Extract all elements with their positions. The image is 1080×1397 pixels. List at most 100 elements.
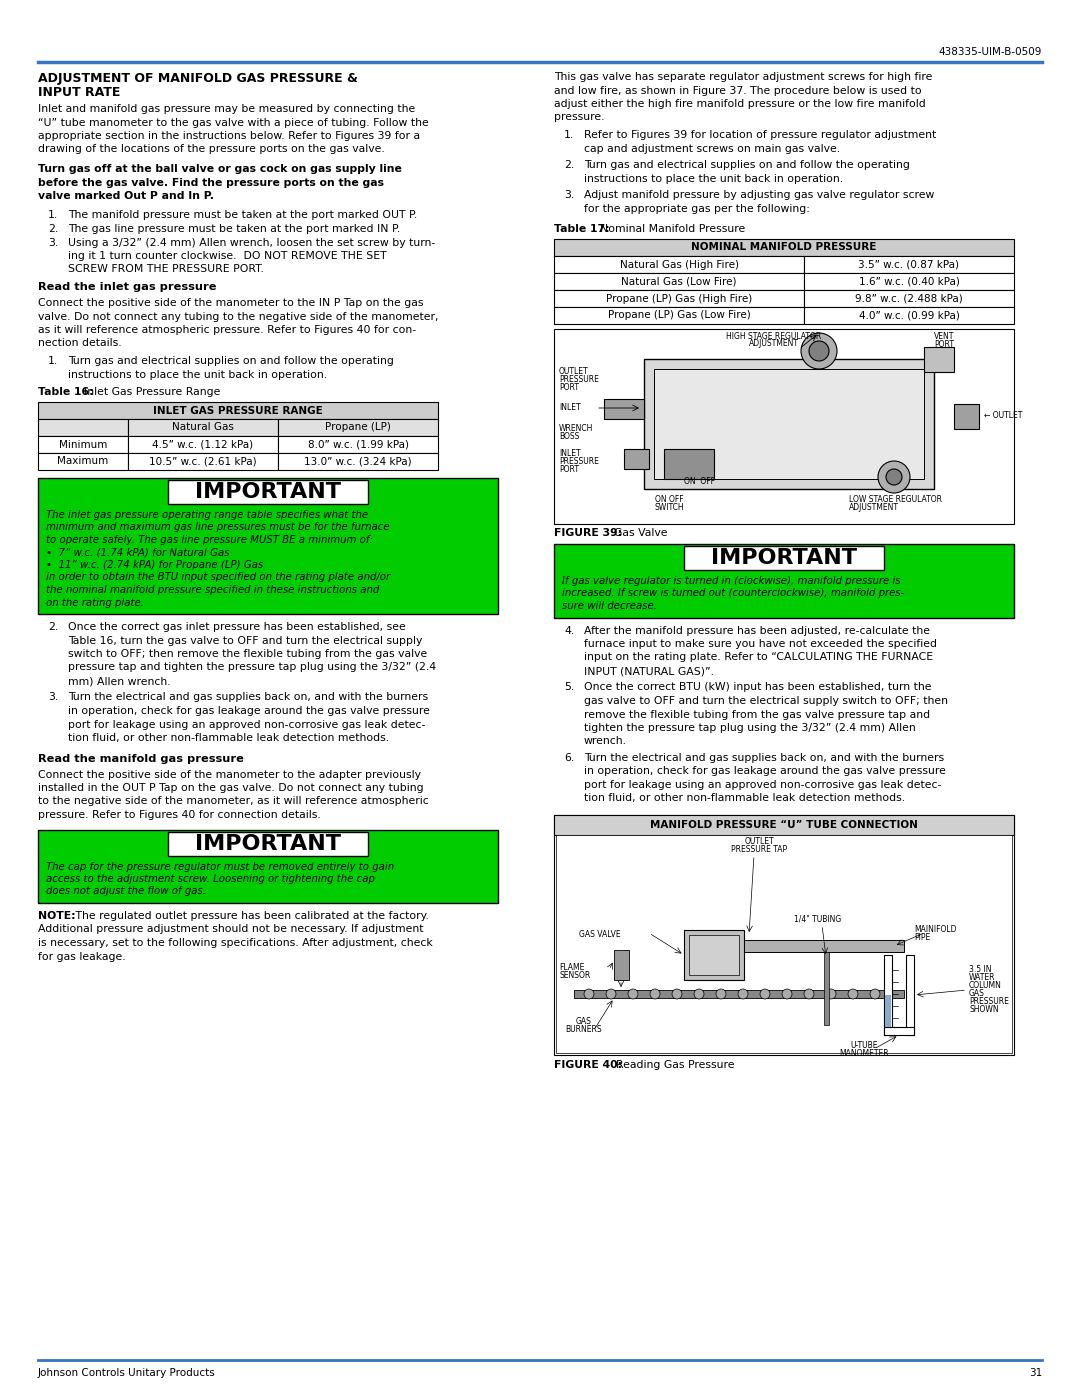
- Bar: [554, 543, 1014, 617]
- Text: IMPORTANT: IMPORTANT: [195, 482, 341, 502]
- Text: MANOMETER: MANOMETER: [839, 1049, 889, 1058]
- Text: 2.: 2.: [48, 622, 58, 631]
- Text: HIGH STAGE REGULATOR: HIGH STAGE REGULATOR: [727, 332, 822, 341]
- Circle shape: [738, 989, 748, 999]
- Text: is necessary, set to the following specifications. After adjustment, check: is necessary, set to the following speci…: [38, 937, 433, 949]
- Text: GAS VALVE: GAS VALVE: [579, 930, 621, 939]
- Text: increased. If screw is turned out (counterclockwise), manifold pres-: increased. If screw is turned out (count…: [562, 588, 904, 598]
- Text: remove the flexible tubing from the gas valve pressure tap and: remove the flexible tubing from the gas …: [584, 710, 930, 719]
- Text: This gas valve has separate regulator adjustment screws for high fire: This gas valve has separate regulator ad…: [554, 73, 932, 82]
- Bar: [644, 359, 934, 489]
- Text: Once the correct gas inlet pressure has been established, see: Once the correct gas inlet pressure has …: [68, 622, 406, 631]
- Text: in operation, check for gas leakage around the gas valve pressure: in operation, check for gas leakage arou…: [68, 705, 430, 717]
- Text: tighten the pressure tap plug using the 3/32” (2.4 mm) Allen: tighten the pressure tap plug using the …: [584, 724, 916, 733]
- Bar: [689, 935, 739, 975]
- Text: SCREW FROM THE PRESSURE PORT.: SCREW FROM THE PRESSURE PORT.: [68, 264, 264, 274]
- Text: furnace input to make sure you have not exceeded the specified: furnace input to make sure you have not …: [584, 638, 937, 650]
- Text: PORT: PORT: [559, 465, 579, 474]
- Bar: [744, 940, 904, 951]
- Text: Connect the positive side of the manometer to the adapter previously: Connect the positive side of the manomet…: [38, 770, 421, 780]
- Text: and low fire, as shown in Figure 37. The procedure below is used to: and low fire, as shown in Figure 37. The…: [554, 85, 921, 95]
- Text: The gas line pressure must be taken at the port marked IN P.: The gas line pressure must be taken at t…: [68, 224, 401, 235]
- Text: ON OFF: ON OFF: [654, 495, 684, 504]
- Circle shape: [870, 989, 880, 999]
- Text: installed in the OUT P Tap on the gas valve. Do not connect any tubing: installed in the OUT P Tap on the gas va…: [38, 782, 423, 793]
- Circle shape: [801, 332, 837, 369]
- Bar: [168, 481, 368, 504]
- Text: •  11” w.c. (2.74 kPA) for Propane (LP) Gas: • 11” w.c. (2.74 kPA) for Propane (LP) G…: [46, 560, 264, 570]
- Bar: [573, 990, 904, 997]
- Text: 9.8” w.c. (2.488 kPa): 9.8” w.c. (2.488 kPa): [855, 293, 963, 303]
- Text: OUTLET: OUTLET: [559, 367, 589, 376]
- Text: 3.: 3.: [48, 237, 58, 247]
- Circle shape: [672, 989, 681, 999]
- Text: SWITCH: SWITCH: [654, 503, 684, 511]
- Text: The cap for the pressure regulator must be removed entirely to gain: The cap for the pressure regulator must …: [46, 862, 394, 872]
- Bar: [129, 419, 278, 436]
- Text: WATER: WATER: [969, 972, 996, 982]
- Text: Table 17:: Table 17:: [554, 224, 609, 235]
- Text: ADJUSTMENT OF MANIFOLD GAS PRESSURE &: ADJUSTMENT OF MANIFOLD GAS PRESSURE &: [38, 73, 357, 85]
- Text: tion fluid, or other non-flammable leak detection methods.: tion fluid, or other non-flammable leak …: [584, 793, 905, 803]
- Text: Additional pressure adjustment should not be necessary. If adjustment: Additional pressure adjustment should no…: [38, 925, 423, 935]
- Text: PORT: PORT: [559, 383, 579, 393]
- Bar: [554, 814, 1014, 835]
- Text: PIPE: PIPE: [914, 933, 930, 942]
- Text: gas valve to OFF and turn the electrical supply switch to OFF; then: gas valve to OFF and turn the electrical…: [584, 696, 948, 705]
- Bar: [556, 835, 1012, 1053]
- Text: NOMINAL MANIFOLD PRESSURE: NOMINAL MANIFOLD PRESSURE: [691, 243, 877, 253]
- Text: PRESSURE TAP: PRESSURE TAP: [731, 845, 787, 854]
- Text: WRENCH: WRENCH: [559, 425, 593, 433]
- Text: 2.: 2.: [48, 224, 58, 235]
- Text: LOW STAGE REGULATOR: LOW STAGE REGULATOR: [849, 495, 942, 504]
- Text: Turn the electrical and gas supplies back on, and with the burners: Turn the electrical and gas supplies bac…: [584, 753, 944, 763]
- Text: 4.: 4.: [564, 626, 575, 636]
- Text: sure will decrease.: sure will decrease.: [562, 601, 657, 610]
- Text: nection details.: nection details.: [38, 338, 122, 348]
- Bar: [38, 453, 129, 469]
- Text: U-TUBE: U-TUBE: [850, 1041, 878, 1051]
- Text: Using a 3/32” (2.4 mm) Allen wrench, loosen the set screw by turn-: Using a 3/32” (2.4 mm) Allen wrench, loo…: [68, 237, 435, 247]
- Text: to the negative side of the manometer, as it will reference atmospheric: to the negative side of the manometer, a…: [38, 796, 429, 806]
- Text: for gas leakage.: for gas leakage.: [38, 951, 125, 961]
- Bar: [278, 419, 438, 436]
- Text: does not adjust the flow of gas.: does not adjust the flow of gas.: [46, 887, 206, 897]
- Circle shape: [760, 989, 770, 999]
- Text: OUTLET: OUTLET: [744, 837, 773, 847]
- Bar: [554, 330, 1014, 524]
- Text: cap and adjustment screws on main gas valve.: cap and adjustment screws on main gas va…: [584, 144, 840, 154]
- Text: 13.0” w.c. (3.24 kPa): 13.0” w.c. (3.24 kPa): [305, 457, 411, 467]
- Bar: [38, 830, 498, 902]
- Text: adjust either the high fire manifold pressure or the low fire manifold: adjust either the high fire manifold pre…: [554, 99, 926, 109]
- Bar: [554, 291, 804, 307]
- Bar: [554, 272, 804, 291]
- Text: PORT: PORT: [934, 339, 954, 349]
- Text: Minimum: Minimum: [58, 440, 107, 450]
- Text: PRESSURE: PRESSURE: [969, 997, 1009, 1006]
- Circle shape: [584, 989, 594, 999]
- Text: switch to OFF; then remove the flexible tubing from the gas valve: switch to OFF; then remove the flexible …: [68, 650, 428, 659]
- Text: Inlet Gas Pressure Range: Inlet Gas Pressure Range: [84, 387, 220, 397]
- Text: INLET GAS PRESSURE RANGE: INLET GAS PRESSURE RANGE: [153, 405, 323, 415]
- Text: Propane (LP): Propane (LP): [325, 422, 391, 433]
- Text: Inlet and manifold gas pressure may be measured by connecting the: Inlet and manifold gas pressure may be m…: [38, 103, 415, 115]
- Text: 31: 31: [1029, 1368, 1042, 1377]
- Text: SHOWN: SHOWN: [969, 1004, 999, 1014]
- Text: INLET: INLET: [559, 402, 581, 412]
- Text: The inlet gas pressure operating range table specifies what the: The inlet gas pressure operating range t…: [46, 510, 368, 520]
- Text: Read the inlet gas pressure: Read the inlet gas pressure: [38, 282, 216, 292]
- Text: valve. Do not connect any tubing to the negative side of the manometer,: valve. Do not connect any tubing to the …: [38, 312, 438, 321]
- Text: for the appropriate gas per the following:: for the appropriate gas per the followin…: [584, 204, 810, 214]
- Text: Natural Gas: Natural Gas: [172, 422, 234, 433]
- Text: Propane (LP) Gas (Low Fire): Propane (LP) Gas (Low Fire): [608, 310, 751, 320]
- Text: BURNERS: BURNERS: [566, 1025, 603, 1034]
- Bar: [906, 956, 914, 1035]
- Text: Johnson Controls Unitary Products: Johnson Controls Unitary Products: [38, 1368, 216, 1377]
- Text: Turn gas off at the ball valve or gas cock on gas supply line: Turn gas off at the ball valve or gas co…: [38, 163, 402, 175]
- Text: The regulated outlet pressure has been calibrated at the factory.: The regulated outlet pressure has been c…: [72, 911, 429, 921]
- Bar: [554, 256, 804, 272]
- Text: 1.: 1.: [48, 356, 58, 366]
- Text: input on the rating plate. Refer to “CALCULATING THE FURNACE: input on the rating plate. Refer to “CAL…: [584, 652, 933, 662]
- Text: ADJUSTMENT: ADJUSTMENT: [750, 339, 799, 348]
- Text: 1.: 1.: [564, 130, 575, 140]
